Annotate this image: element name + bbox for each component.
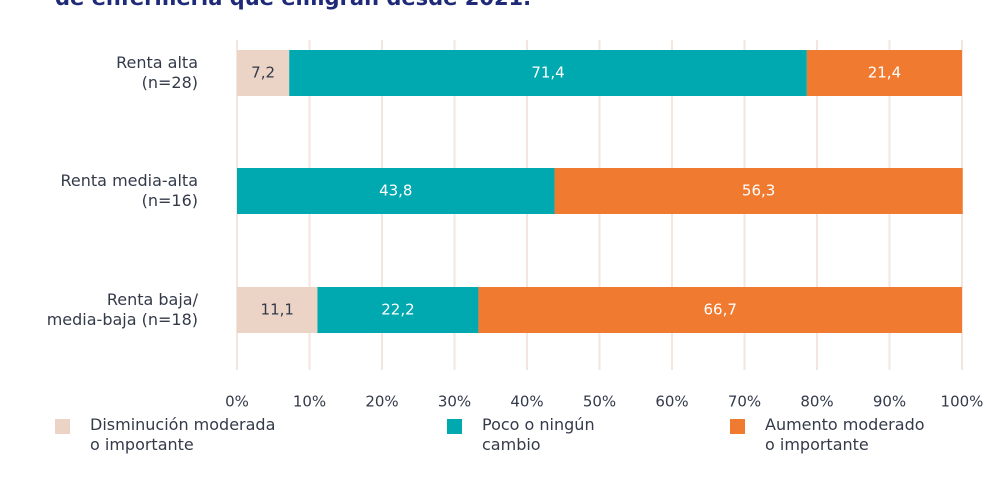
x-tick-label: 0% [225,393,249,411]
category-label: Renta media-alta (n=16) [60,171,198,210]
legend-label: Disminución moderada o importante [90,415,276,454]
value-label: 7,2 [251,64,275,82]
legend-swatch [55,419,70,434]
legend-label: Poco o ningún cambio [482,415,595,454]
legend-label: Aumento moderado o importante [765,415,925,454]
x-tick-label: 100% [941,393,984,411]
bar-segment [289,50,807,96]
bar-segment [554,168,963,214]
x-tick-label: 70% [728,393,761,411]
legend-swatch [730,419,745,434]
chart-title: de enfermería que emigran desde 2021. [55,0,531,10]
bar-segment [317,287,479,333]
value-label: 66,7 [704,301,737,319]
category-label: Renta alta (n=28) [116,53,198,92]
x-tick-label: 20% [365,393,398,411]
bar-segment [806,50,962,96]
x-tick-label: 50% [583,393,616,411]
legend-swatch [447,419,462,434]
x-tick-label: 90% [873,393,906,411]
value-label: 21,4 [868,64,901,82]
category-label: Renta baja/ media-baja (n=18) [46,290,198,329]
value-label: 56,3 [742,182,775,200]
value-label: 11,1 [261,301,294,319]
x-tick-label: 30% [438,393,471,411]
bar-segment [237,287,318,333]
x-tick-label: 60% [655,393,688,411]
bar-segment [237,50,290,96]
value-label: 43,8 [379,182,412,200]
x-tick-label: 40% [510,393,543,411]
x-tick-label: 80% [800,393,833,411]
value-label: 22,2 [381,301,414,319]
bar-segment [478,287,962,333]
x-tick-label: 10% [293,393,326,411]
bar-segment [237,168,555,214]
value-label: 71,4 [531,64,564,82]
